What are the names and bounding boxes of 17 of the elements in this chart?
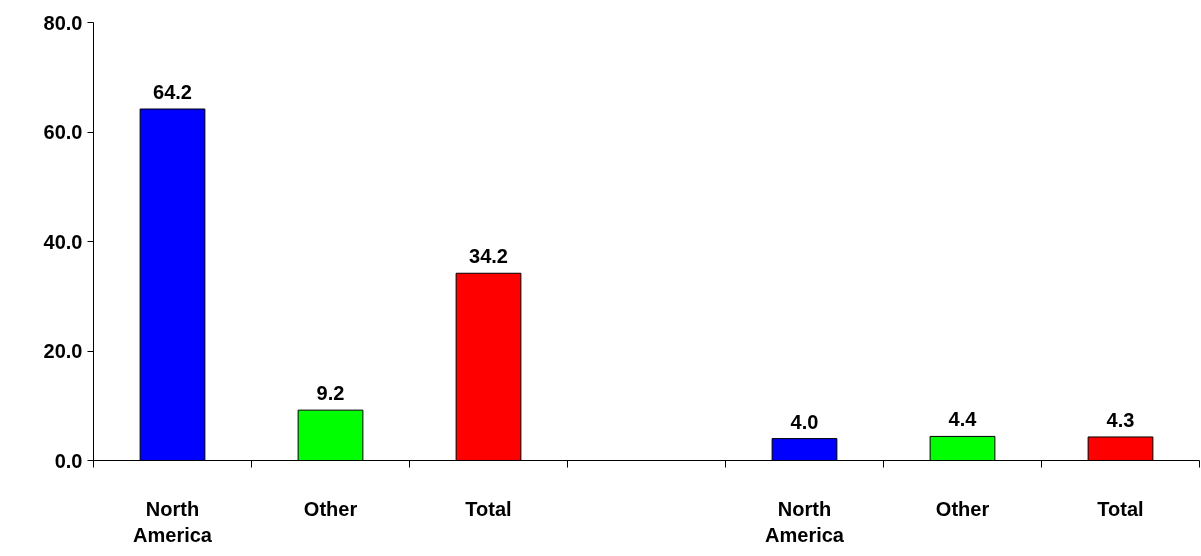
y-tick-label: 80.0	[43, 11, 83, 34]
data-label: 64.2	[153, 81, 192, 103]
data-label: 4.4	[948, 408, 978, 431]
y-tick-label: 60.0	[43, 121, 83, 143]
y-tick-label: 0.0	[54, 449, 83, 472]
data-label: 34.2	[469, 245, 508, 268]
x-tick-label: Other	[303, 497, 358, 520]
y-tick-label: 40.0	[43, 230, 83, 253]
x-tick-label: North America	[765, 497, 845, 546]
y-tick-label: 20.0	[43, 340, 83, 362]
data-label: 9.2	[316, 382, 345, 405]
x-tick-label: North America	[133, 497, 213, 546]
data-label: 4.0	[790, 410, 819, 433]
x-tick-label: Total	[465, 497, 512, 520]
data-label: 4.3	[1106, 408, 1135, 431]
x-tick-label: Total	[1097, 497, 1144, 520]
x-tick-label: Other	[935, 497, 990, 520]
